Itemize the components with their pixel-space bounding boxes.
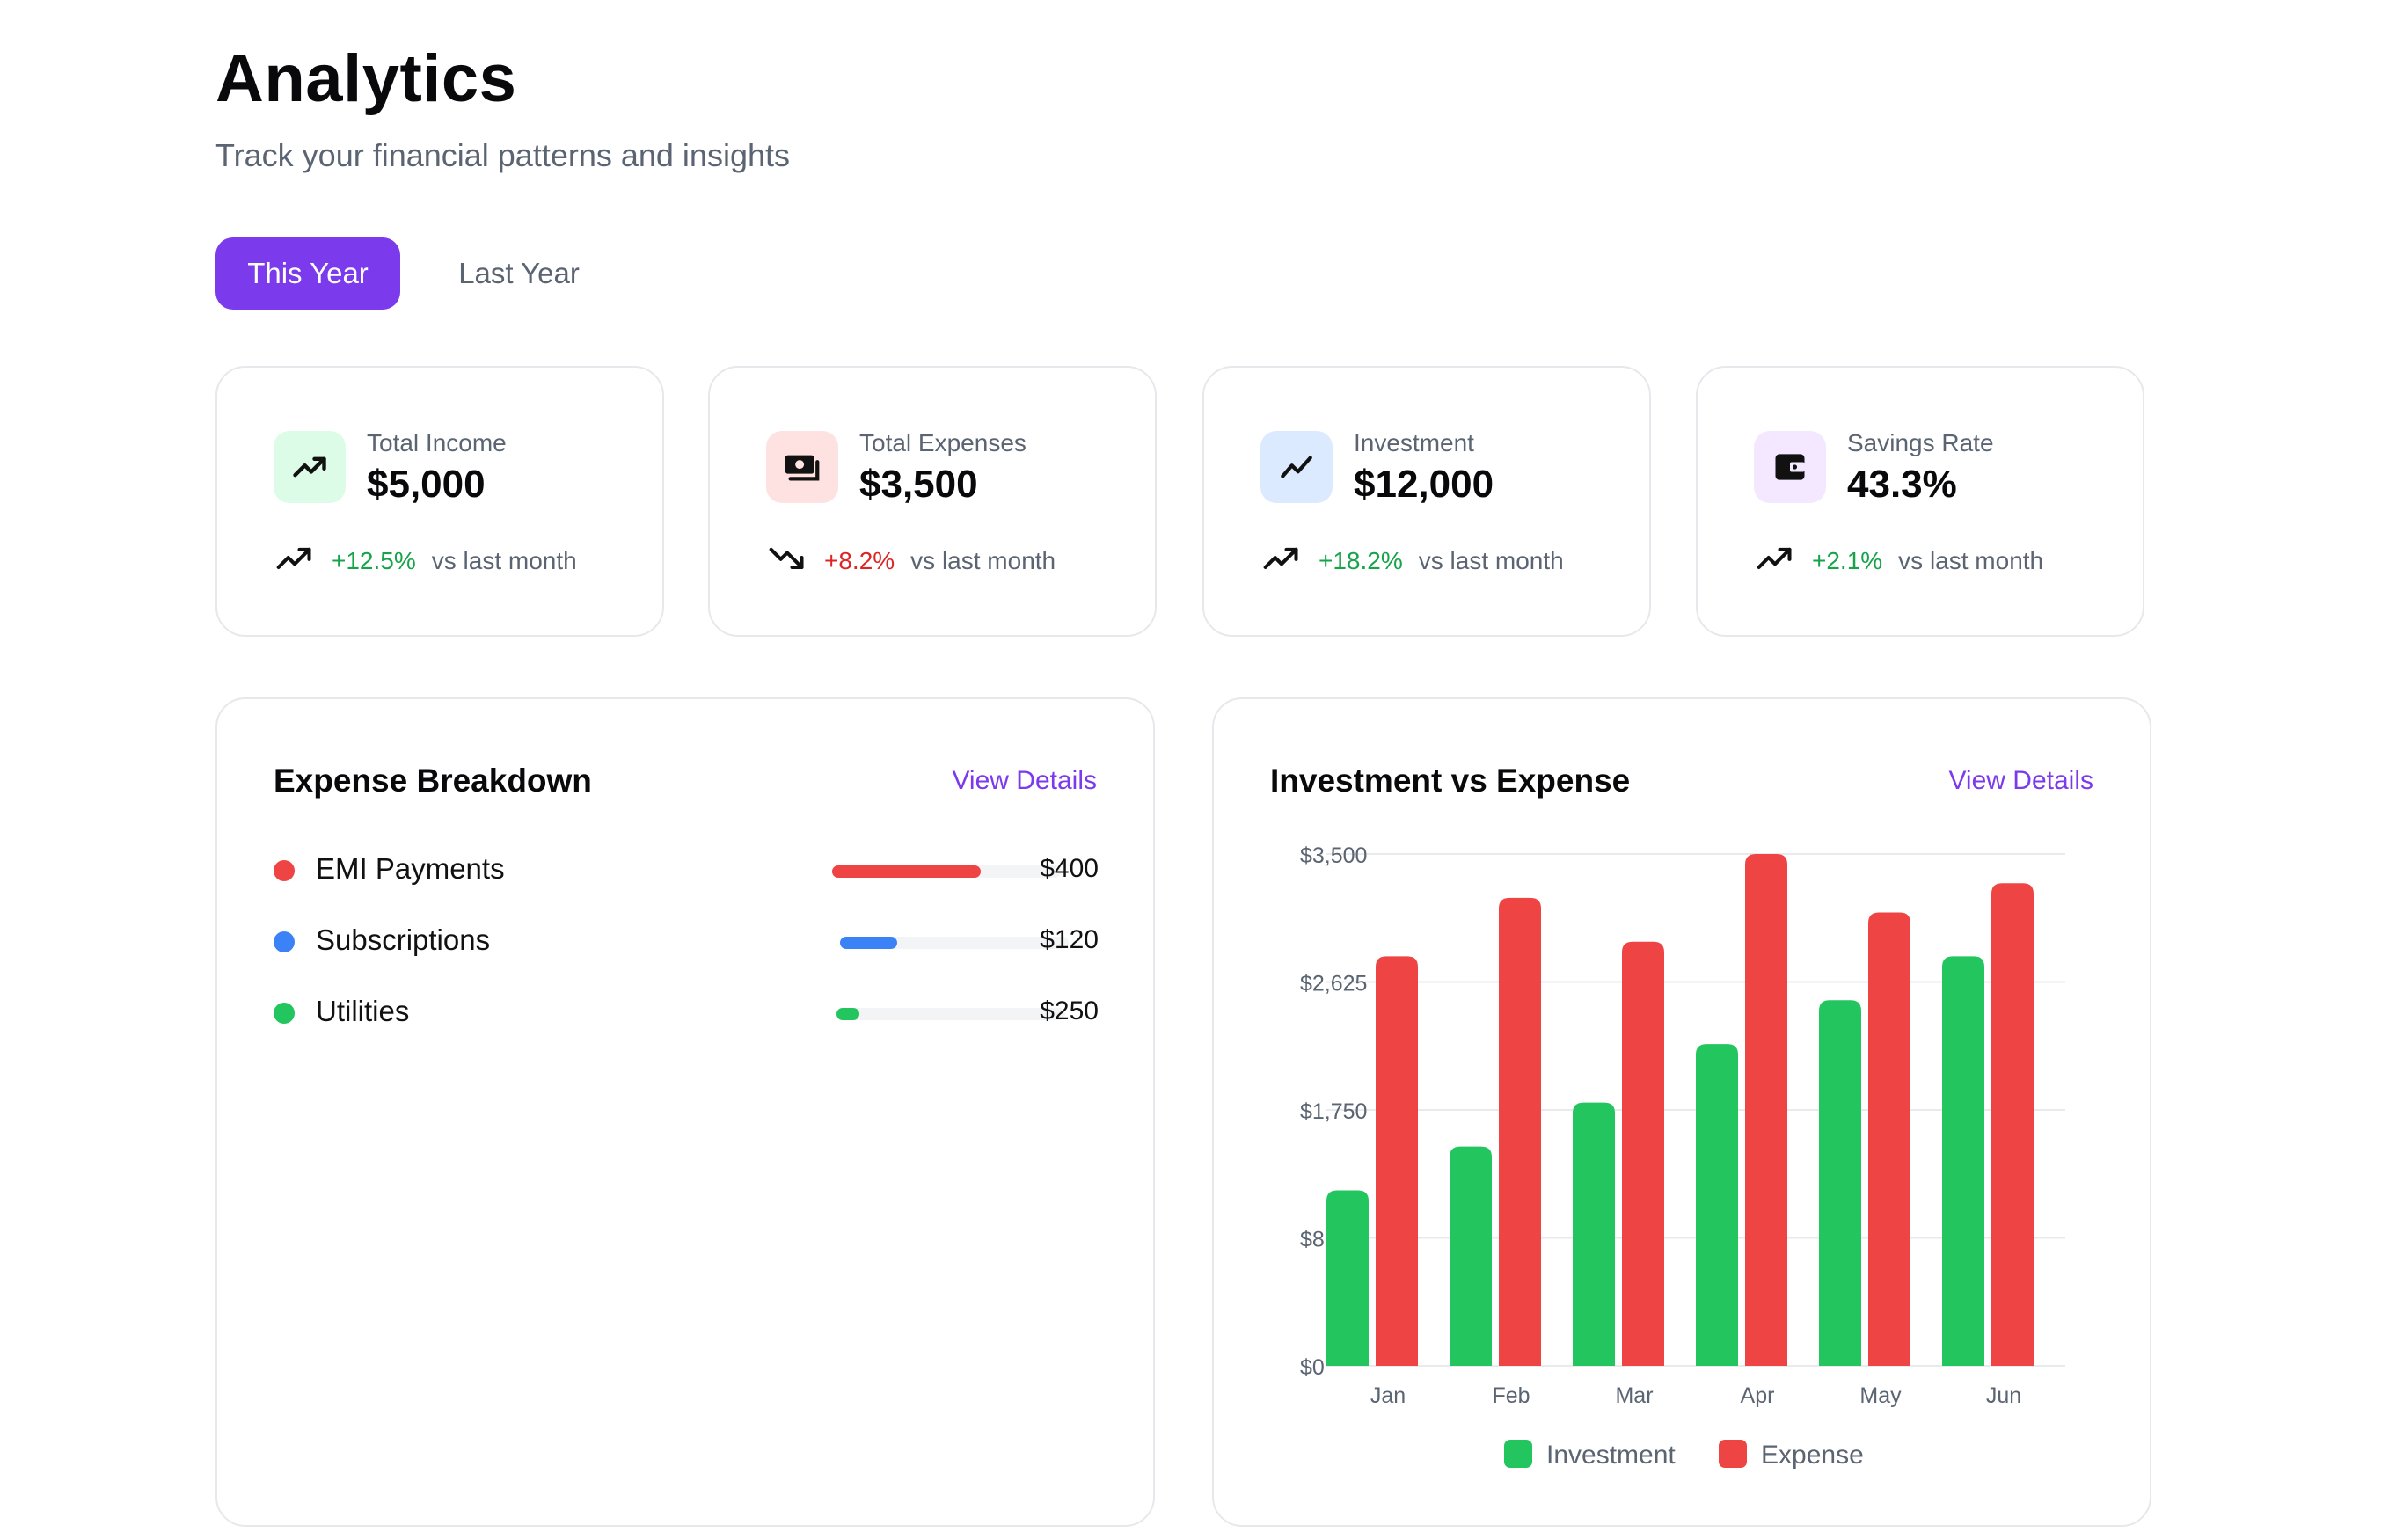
x-tick-label: Apr <box>1741 1383 1775 1408</box>
panel-title: Investment vs Expense <box>1270 763 1631 799</box>
trending-up-icon <box>275 544 314 578</box>
x-tick-label: Jan <box>1370 1383 1406 1408</box>
expense-progress-fill <box>836 1008 859 1020</box>
stat-card-total-income: Total Income $5,000 +12.5% vs last month <box>215 366 664 637</box>
bar-investment-feb <box>1450 1146 1492 1366</box>
stat-trend: +8.2% vs last month <box>768 544 1056 578</box>
stat-compare: vs last month <box>1418 546 1564 574</box>
expense-item-subscriptions: Subscriptions $120 <box>274 920 1099 964</box>
page-title: Analytics <box>215 41 517 116</box>
legend-dot <box>274 931 295 952</box>
line-chart-icon <box>1260 431 1333 503</box>
x-tick-label: May <box>1859 1383 1902 1408</box>
bar-investment-jun <box>1942 956 1984 1366</box>
expense-name: EMI Payments <box>316 852 505 885</box>
expense-breakdown-panel: Expense Breakdown View Details EMI Payme… <box>215 697 1155 1527</box>
expense-progress-track <box>836 1008 1065 1020</box>
view-details-link[interactable]: View Details <box>1948 766 2093 795</box>
expense-name: Subscriptions <box>316 923 491 956</box>
tab-last-year[interactable]: Last Year <box>458 257 580 289</box>
stat-card-savings-rate: Savings Rate 43.3% +2.1% vs last month <box>1696 366 2144 637</box>
stat-card-investment: Investment $12,000 +18.2% vs last month <box>1202 366 1651 637</box>
bar-expense-jan <box>1376 956 1418 1366</box>
stat-card-total-expenses: Total Expenses $3,500 +8.2% vs last mont… <box>708 366 1157 637</box>
expense-amount: $400 <box>1040 854 1099 883</box>
expense-item-utilities: Utilities $250 <box>274 991 1099 1035</box>
trending-down-icon <box>768 544 807 578</box>
stat-label: Savings Rate <box>1847 429 1994 456</box>
stat-compare: vs last month <box>431 546 577 574</box>
y-tick-label: $3,500 <box>1300 843 1367 868</box>
stat-change: +12.5% <box>332 546 416 574</box>
stat-value: 43.3% <box>1847 463 1957 506</box>
expense-progress-track <box>840 937 1069 949</box>
bar-investment-jan <box>1326 1190 1369 1366</box>
stat-trend: +2.1% vs last month <box>1756 544 2043 578</box>
bar-expense-mar <box>1622 941 1664 1366</box>
legend-label: Expense <box>1761 1441 1864 1470</box>
stat-change: +2.1% <box>1812 546 1883 574</box>
stat-change: +18.2% <box>1319 546 1403 574</box>
legend-swatch <box>1504 1440 1532 1468</box>
legend-label: Investment <box>1546 1441 1676 1470</box>
expense-amount: $250 <box>1040 996 1099 1025</box>
stat-trend: +12.5% vs last month <box>275 544 577 578</box>
stat-trend: +18.2% vs last month <box>1262 544 1564 578</box>
stat-value: $12,000 <box>1354 463 1494 506</box>
stat-value: $3,500 <box>859 463 978 506</box>
stat-compare: vs last month <box>1898 546 2044 574</box>
trending-up-icon <box>1262 544 1301 578</box>
legend-dot <box>274 1003 295 1024</box>
banknote-icon <box>766 431 838 503</box>
stat-label: Total Income <box>367 429 507 456</box>
bar-expense-may <box>1868 912 1910 1366</box>
legend-swatch <box>1719 1440 1747 1468</box>
view-details-link[interactable]: View Details <box>952 766 1097 795</box>
bar-expense-jun <box>1991 883 2034 1366</box>
y-tick-label: $1,750 <box>1300 1099 1367 1124</box>
expense-progress-track <box>832 865 1061 878</box>
trending-up-icon <box>1756 544 1794 578</box>
expense-item-emi: EMI Payments $400 <box>274 849 1099 893</box>
page-subtitle: Track your financial patterns and insigh… <box>215 137 790 173</box>
y-tick-label: $0 <box>1300 1355 1325 1380</box>
stat-compare: vs last month <box>910 546 1056 574</box>
tab-this-year[interactable]: This Year <box>215 237 400 310</box>
stat-label: Investment <box>1354 429 1474 456</box>
bar-investment-apr <box>1696 1044 1738 1366</box>
bar-investment-may <box>1819 1000 1861 1366</box>
panel-title: Expense Breakdown <box>274 763 592 799</box>
legend-dot <box>274 860 295 881</box>
x-tick-label: Jun <box>1986 1383 2021 1408</box>
x-tick-label: Mar <box>1615 1383 1653 1408</box>
stat-label: Total Expenses <box>859 429 1026 456</box>
trending-up-icon <box>274 431 346 503</box>
expense-amount: $120 <box>1040 925 1099 954</box>
bar-investment-mar <box>1573 1102 1615 1366</box>
expense-progress-fill <box>840 937 897 949</box>
investment-vs-expense-panel: Investment vs Expense View Details $0 $87… <box>1212 697 2151 1527</box>
stat-value: $5,000 <box>367 463 486 506</box>
wallet-icon <box>1754 431 1826 503</box>
y-tick-label: $2,625 <box>1300 972 1367 996</box>
expense-name: Utilities <box>316 995 410 1027</box>
bar-expense-apr <box>1745 854 1787 1366</box>
stat-change: +8.2% <box>824 546 895 574</box>
bar-expense-feb <box>1499 897 1541 1366</box>
expense-progress-fill <box>832 865 981 878</box>
x-tick-label: Feb <box>1492 1383 1530 1408</box>
